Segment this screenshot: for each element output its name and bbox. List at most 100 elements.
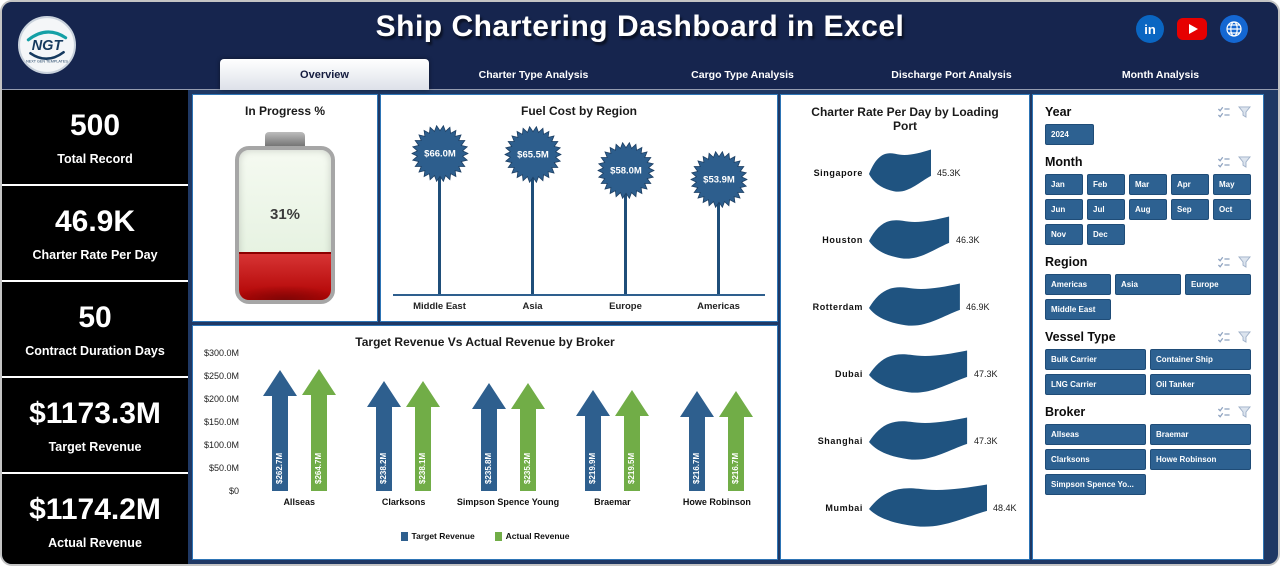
filter-option-aug[interactable]: Aug (1129, 199, 1167, 220)
fuel-lollipop-middle-east: $66.0M (393, 118, 486, 294)
clear-filter-icon[interactable] (1238, 256, 1251, 268)
charter-wave (869, 484, 987, 532)
fuel-stem (624, 171, 627, 294)
clear-filter-icon[interactable] (1238, 406, 1251, 418)
kpi-value: 46.9K (54, 204, 136, 238)
clear-filter-icon[interactable] (1238, 331, 1251, 343)
charter-rate-value: 46.9K (966, 301, 990, 312)
target-revenue-arrow: $262.7M (262, 370, 297, 491)
actual-revenue-arrow: $238.1M (406, 381, 441, 491)
filter-option-jan[interactable]: Jan (1045, 174, 1083, 195)
filter-option-oct[interactable]: Oct (1213, 199, 1251, 220)
filter-option-apr[interactable]: Apr (1171, 174, 1209, 195)
youtube-icon[interactable] (1177, 18, 1207, 40)
svg-text:$219.9M: $219.9M (588, 453, 597, 484)
kpi-value: $1174.2M (29, 492, 161, 526)
slicer-header-icons (1217, 156, 1251, 168)
svg-text:$53.9M: $53.9M (703, 175, 735, 186)
svg-text:$264.7M: $264.7M (314, 453, 323, 484)
slicer-header: Year (1045, 105, 1251, 119)
broker-label: Howe Robinson (682, 497, 751, 507)
tab-month-analysis[interactable]: Month Analysis (1121, 68, 1200, 81)
kpi-label: Target Revenue (48, 439, 142, 454)
filter-option-sep[interactable]: Sep (1171, 199, 1209, 220)
filter-option-bulk-carrier[interactable]: Bulk Carrier (1045, 349, 1146, 370)
filter-option-nov[interactable]: Nov (1045, 224, 1083, 245)
clear-filter-icon[interactable] (1238, 156, 1251, 168)
fuel-category-label: Europe (609, 301, 642, 312)
multiselect-icon[interactable] (1217, 406, 1231, 418)
tab-bar: Overview Charter Type Analysis Cargo Type … (220, 59, 1265, 90)
filters-panel: Year 2024 Month Jan Feb Mar Apr May Jun Jul Aug Sep… (1032, 94, 1264, 560)
globe-icon[interactable] (1220, 15, 1248, 43)
filter-option-middle-east[interactable]: Middle East (1045, 299, 1111, 320)
linkedin-icon[interactable]: in (1136, 15, 1164, 43)
kpi-card-total-record: 500 Total Record (2, 90, 188, 186)
kpi-card-contract-duration-days: 50 Contract Duration Days (2, 282, 188, 378)
filter-option-allseas[interactable]: Allseas (1045, 424, 1146, 445)
kpi-label: Contract Duration Days (25, 343, 165, 358)
slicer-header-icons (1217, 406, 1251, 418)
filter-option-container-ship[interactable]: Container Ship (1150, 349, 1251, 370)
broker-label: Simpson Spence Young (456, 497, 560, 507)
svg-text:$262.7M: $262.7M (275, 453, 284, 484)
actual-revenue-arrow: $235.2M (510, 383, 545, 491)
multiselect-icon[interactable] (1217, 106, 1231, 118)
filter-option-asia[interactable]: Asia (1115, 274, 1181, 295)
filter-option-may[interactable]: May (1213, 174, 1251, 195)
fuel-value-burst: $66.0M (410, 124, 469, 183)
y-tick-label: $200.0M (203, 394, 239, 404)
slicer-year: Year 2024 (1045, 105, 1251, 145)
filter-option-americas[interactable]: Americas (1045, 274, 1111, 295)
tab-overview[interactable]: Overview (220, 59, 429, 90)
multiselect-icon[interactable] (1217, 156, 1231, 168)
port-label: Singapore (813, 167, 863, 178)
filter-option-oil-tanker[interactable]: Oil Tanker (1150, 374, 1251, 395)
filter-option-europe[interactable]: Europe (1185, 274, 1251, 295)
kpi-value: 50 (78, 300, 112, 334)
y-tick-label: $300.0M (203, 348, 239, 358)
filter-option-clarksons[interactable]: Clarksons (1045, 449, 1146, 470)
filter-option-jun[interactable]: Jun (1045, 199, 1083, 220)
port-row-shanghai: Shanghai 47.3K (781, 407, 1029, 474)
slicer-options: Americas Asia Europe Middle East (1045, 274, 1251, 320)
port-row-houston: Houston 46.3K (781, 206, 1029, 273)
broker-group-braemar: $219.9M $219.5M (560, 353, 664, 491)
battery-fill (239, 251, 331, 300)
port-label: Mumbai (825, 502, 863, 513)
fuel-value-burst: $58.0M (596, 141, 655, 200)
filter-option-mar[interactable]: Mar (1129, 174, 1167, 195)
kpi-label: Charter Rate Per Day (32, 247, 158, 262)
kpi-card-target-revenue: $1173.3M Target Revenue (2, 378, 188, 474)
kpi-label: Total Record (57, 151, 133, 166)
filter-option-lng-carrier[interactable]: LNG Carrier (1045, 374, 1146, 395)
slicer-header: Broker (1045, 405, 1251, 419)
legend-swatch (494, 531, 502, 541)
filter-option-howe-robinson[interactable]: Howe Robinson (1150, 449, 1251, 470)
tab-discharge-port-analysis[interactable]: Discharge Port Analysis (891, 68, 1012, 81)
charter-rate-value: 47.3K (974, 435, 998, 446)
fuel-lollipop-americas: $53.9M (672, 118, 765, 294)
clear-filter-icon[interactable] (1238, 106, 1251, 118)
multiselect-icon[interactable] (1217, 256, 1231, 268)
filter-option-jul[interactable]: Jul (1087, 199, 1125, 220)
legend-label: Actual Revenue (505, 531, 570, 541)
filter-option-simpson-spence-yo[interactable]: Simpson Spence Yo... (1045, 474, 1146, 495)
fuel-category-label: Middle East (413, 301, 466, 312)
fuel-category-label: Americas (697, 301, 740, 312)
slicer-options: Allseas Braemar Clarksons Howe Robinson Simp… (1045, 424, 1251, 495)
y-tick-label: $250.0M (203, 371, 239, 381)
tab-charter-type-analysis[interactable]: Charter Type Analysis (478, 68, 589, 81)
fuel-stem (531, 155, 534, 294)
charter-rate-panel: Charter Rate Per Day by Loading Port Sin… (780, 94, 1030, 560)
filter-option-feb[interactable]: Feb (1087, 174, 1125, 195)
svg-text:$216.7M: $216.7M (692, 453, 701, 484)
filter-option-braemar[interactable]: Braemar (1150, 424, 1251, 445)
multiselect-icon[interactable] (1217, 331, 1231, 343)
tab-cargo-type-analysis[interactable]: Cargo Type Analysis (691, 68, 794, 81)
slicer-header-icons (1217, 331, 1251, 343)
revenue-y-axis: $300.0M $250.0M $200.0M $150.0M $100.0M $50.0… (195, 348, 243, 496)
fuel-cost-panel: Fuel Cost by Region $66.0M $65.5M $58.0M $5… (380, 94, 778, 322)
filter-option-2024[interactable]: 2024 (1045, 124, 1094, 145)
filter-option-dec[interactable]: Dec (1087, 224, 1125, 245)
